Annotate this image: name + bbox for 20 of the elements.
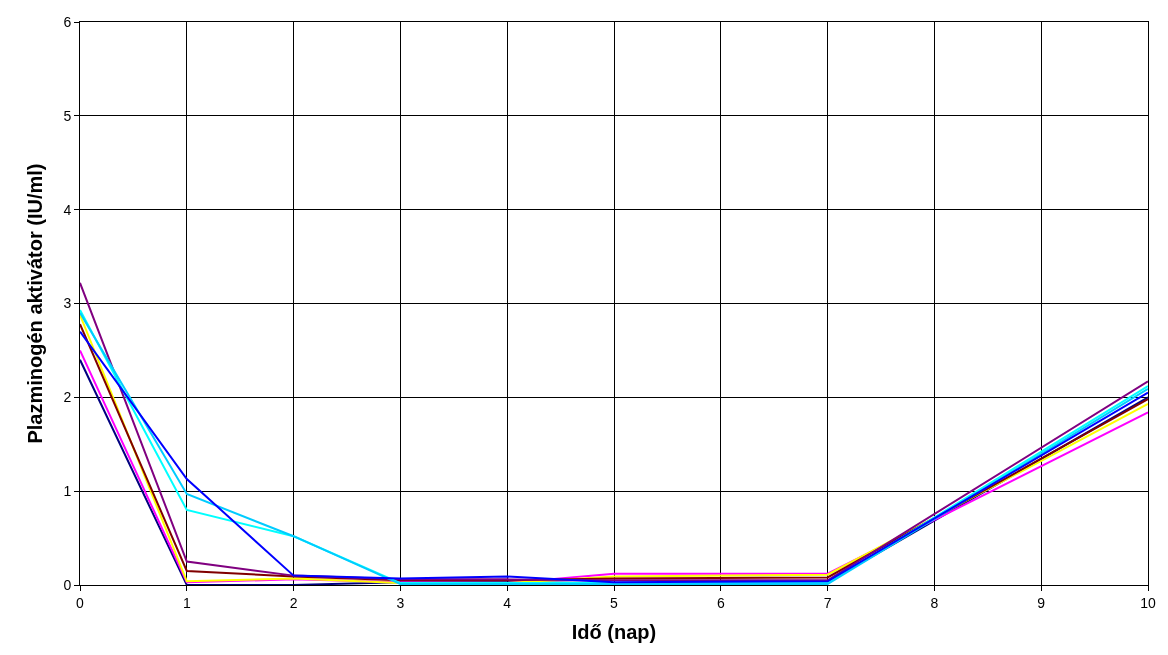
x-tick-label: 1	[182, 594, 191, 611]
x-tick-label: 6	[716, 594, 725, 611]
y-tick-label: 6	[63, 13, 72, 30]
x-tick-label: 0	[76, 594, 85, 611]
x-tick-label: 3	[396, 594, 405, 611]
y-tick-label: 3	[63, 295, 72, 312]
x-tick-label: 8	[930, 594, 939, 611]
y-tick-label: 4	[63, 201, 72, 218]
x-tick-label: 4	[503, 594, 512, 611]
x-tick-label: 9	[1037, 594, 1046, 611]
x-tick-label: 2	[289, 594, 298, 611]
x-axis-title: Idő (nap)	[571, 621, 657, 644]
x-tick-label: 10	[1140, 594, 1156, 611]
y-axis-title: Plazminogén aktivátor (IU/ml)	[23, 163, 46, 444]
y-tick-label: 2	[63, 389, 72, 406]
y-tick-label: 5	[63, 107, 72, 124]
y-tick-label: 0	[63, 576, 72, 593]
x-tick-label: 5	[610, 594, 619, 611]
x-tick-label: 7	[823, 594, 832, 611]
y-tick-label: 1	[63, 483, 72, 500]
